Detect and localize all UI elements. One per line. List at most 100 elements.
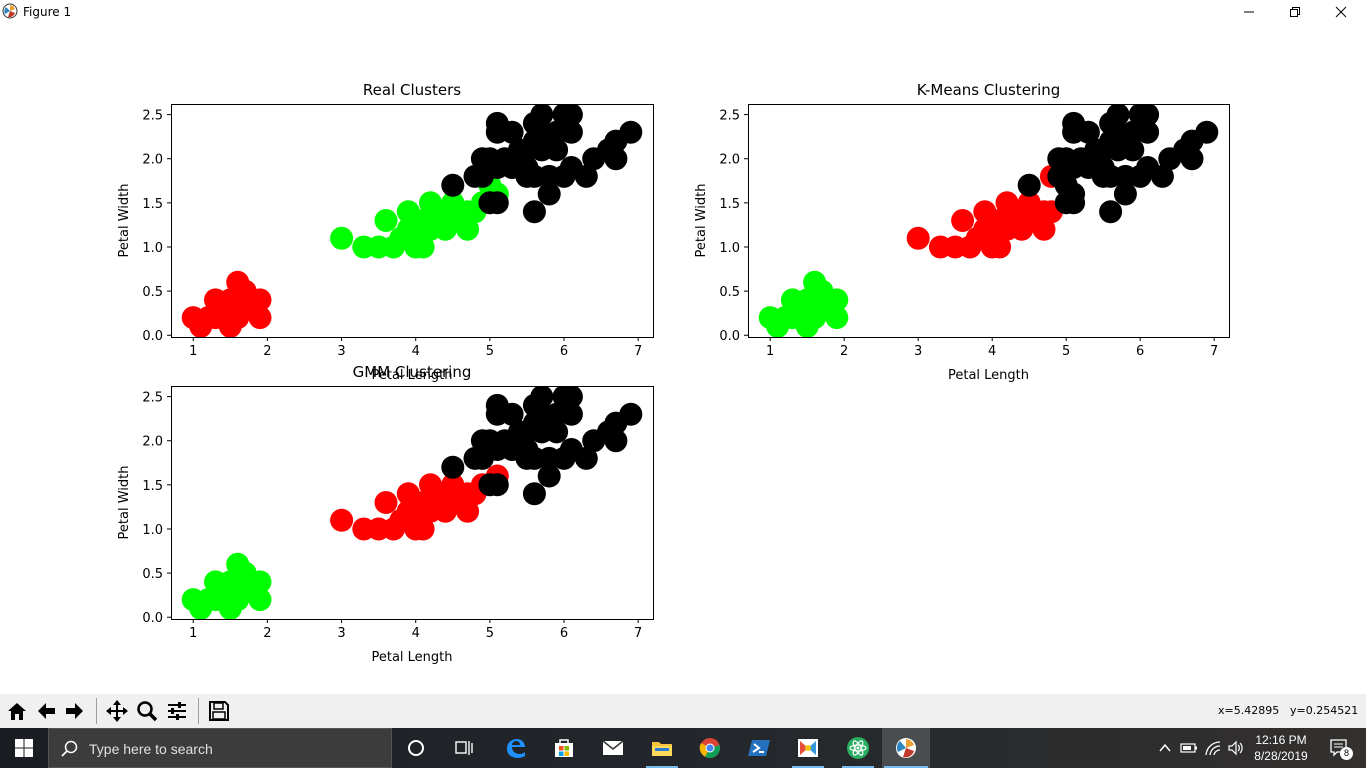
show-hidden-icons-button[interactable]	[1154, 728, 1176, 768]
taskbar-file-explorer[interactable]	[638, 728, 686, 768]
mail-envelope-icon	[602, 740, 624, 755]
scatter-point-green	[248, 588, 272, 612]
y-tick-label: 2.0	[142, 435, 163, 450]
configure-subplots-button[interactable]	[163, 696, 191, 726]
window-title: Figure 1	[23, 5, 72, 19]
restore-button[interactable]	[1272, 0, 1318, 24]
search-icon	[61, 740, 78, 757]
battery-button[interactable]	[1178, 728, 1200, 768]
scatter-point-black	[1091, 156, 1115, 179]
notification-icon	[1330, 739, 1347, 757]
y-tick-label: 1.0	[142, 523, 163, 538]
forward-button[interactable]	[61, 696, 89, 726]
taskbar-atom[interactable]	[834, 728, 882, 768]
taskbar-chrome[interactable]	[686, 728, 734, 768]
x-tick-label: 7	[634, 626, 642, 641]
y-axis-label: Petal Width	[117, 184, 132, 258]
taskbar-powershell[interactable]	[735, 728, 783, 768]
cortana-button[interactable]	[392, 728, 440, 768]
back-arrow-icon	[38, 703, 55, 719]
scatter-point-black	[522, 200, 546, 224]
chrome-browser-icon	[699, 738, 720, 759]
close-button[interactable]	[1318, 0, 1364, 24]
title-bar[interactable]: Figure 1	[0, 0, 1366, 24]
scatter-point-black	[1136, 104, 1160, 127]
restore-icon	[1290, 7, 1300, 17]
scatter-point-black	[1136, 120, 1160, 144]
folder-icon	[652, 742, 672, 756]
network-button[interactable]	[1202, 728, 1224, 768]
configure-subplots-icon	[168, 702, 186, 720]
scatter-point-black	[441, 173, 465, 197]
pan-icon	[106, 700, 128, 722]
zoom-icon	[137, 701, 158, 722]
taskbar-app-colored[interactable]	[784, 728, 832, 768]
x-tick-label: 2	[263, 344, 271, 359]
clock-date: 8/28/2019	[1254, 749, 1308, 763]
axes-frame	[171, 386, 654, 620]
y-tick-label: 1.5	[142, 479, 163, 494]
scatter-points	[181, 386, 643, 619]
taskbar-edge[interactable]	[491, 728, 539, 768]
action-center-button[interactable]: 8	[1320, 728, 1360, 768]
scatter-point-black	[500, 402, 524, 426]
scatter-point-black	[559, 402, 583, 426]
toolbar-separator	[198, 698, 199, 724]
y-tick-label: 0.5	[142, 285, 163, 300]
volume-button[interactable]	[1225, 728, 1247, 768]
subplot-title: Real Clusters	[363, 81, 461, 99]
scatter-point-red	[411, 517, 435, 541]
scatter-point-black	[604, 147, 628, 171]
app-colored-icon	[798, 739, 818, 757]
edge-browser-icon	[507, 739, 525, 758]
matplotlib-logo-icon	[896, 738, 916, 758]
taskbar-matplotlib-figure[interactable]	[882, 728, 930, 768]
y-tick-label: 0.5	[719, 285, 740, 300]
scatter-point-black	[619, 402, 643, 426]
y-axis-label: Petal Width	[694, 184, 709, 258]
close-icon	[1335, 6, 1347, 18]
minimize-icon	[1244, 11, 1254, 13]
x-tick-label: 1	[766, 344, 774, 359]
speaker-icon	[1228, 740, 1243, 756]
scatter-point-black	[574, 446, 598, 470]
taskbar-search-box[interactable]: Type here to search	[48, 728, 392, 768]
taskbar-mail[interactable]	[589, 728, 637, 768]
task-view-button[interactable]	[440, 728, 488, 768]
pan-button[interactable]	[103, 696, 131, 726]
x-tick-label: 6	[1136, 344, 1144, 359]
x-tick-label: 3	[914, 344, 922, 359]
y-tick-label: 0.0	[142, 329, 163, 344]
scatter-point-black	[545, 420, 569, 444]
save-button[interactable]	[205, 696, 233, 726]
scatter-point-red	[951, 209, 975, 232]
y-tick-label: 2.0	[142, 153, 163, 168]
wifi-icon	[1205, 741, 1221, 756]
atom-editor-icon	[847, 737, 869, 759]
subplot-title: GMM Clustering	[353, 363, 472, 381]
scatter-point-green	[825, 306, 849, 330]
scatter-point-black	[619, 120, 643, 144]
scatter-point-green	[374, 209, 398, 232]
x-tick-label: 2	[840, 344, 848, 359]
scatter-point-black	[1113, 182, 1137, 206]
figure-window: Figure 1 1 2 3 4 5 6 7 0.0 0.5 1.0 1.5 2.0 2.5 Real C…	[0, 0, 1366, 728]
x-coordinate-readout: x=5.42895	[1218, 704, 1280, 717]
x-tick-label: 2	[263, 626, 271, 641]
x-tick-label: 4	[988, 344, 996, 359]
store-bag-icon	[555, 739, 573, 757]
scatter-point-green	[330, 226, 354, 250]
cortana-circle-icon	[408, 740, 424, 756]
scatter-point-red	[1032, 217, 1056, 241]
home-button[interactable]	[3, 696, 31, 726]
minimize-button[interactable]	[1226, 0, 1272, 24]
taskbar-clock[interactable]: 12:16 PM 8/28/2019	[1245, 732, 1317, 764]
figure-canvas[interactable]: 1 2 3 4 5 6 7 0.0 0.5 1.0 1.5 2.0 2.5 Real Clusters Pe…	[0, 24, 1366, 694]
clock-time: 12:16 PM	[1255, 733, 1307, 747]
x-tick-label: 7	[634, 344, 642, 359]
battery-icon	[1180, 743, 1197, 753]
start-button[interactable]	[0, 728, 48, 768]
zoom-button[interactable]	[133, 696, 161, 726]
back-button[interactable]	[32, 696, 60, 726]
taskbar-store[interactable]	[540, 728, 588, 768]
